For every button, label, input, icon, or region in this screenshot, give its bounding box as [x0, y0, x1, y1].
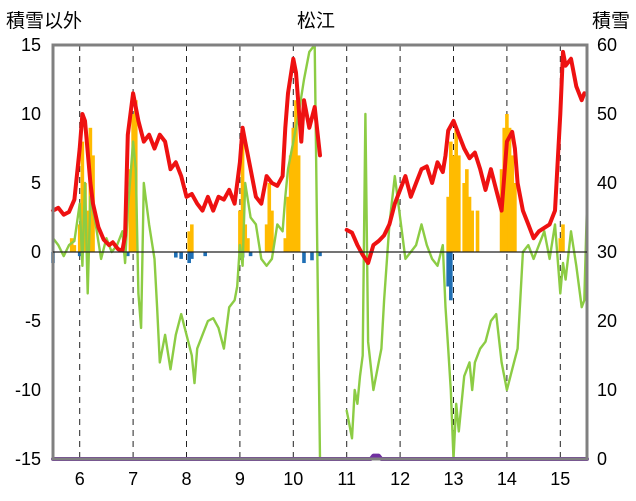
x-tick-label: 15: [550, 469, 570, 489]
orange-bars-bar: [451, 155, 456, 252]
orange-bars-bar: [77, 224, 82, 252]
orange-bars-bar: [131, 114, 135, 252]
orange-bars-bar: [128, 169, 133, 252]
right-tick-label: 60: [597, 35, 617, 55]
blue-bars-bar: [125, 252, 130, 257]
red-line-series: [51, 56, 322, 253]
orange-bars-bar: [449, 141, 453, 252]
orange-bars-bar: [475, 210, 480, 252]
orange-bars-bar: [470, 210, 474, 252]
orange-bars-bar: [240, 127, 245, 252]
blue-bars-bar: [449, 252, 453, 301]
x-tick-label: 11: [337, 469, 356, 489]
blue-bars-bar: [203, 252, 207, 257]
x-tick-label: 8: [181, 469, 191, 489]
orange-bars-bar: [187, 231, 191, 252]
orange-bars-bar: [270, 210, 274, 252]
orange-bars-bar: [264, 224, 269, 252]
blue-bars-bar: [174, 252, 178, 258]
orange-bars-bar: [291, 127, 296, 252]
green-line-series: [345, 112, 589, 461]
orange-bars-bar: [467, 196, 472, 252]
orange-bars-bar: [80, 141, 85, 252]
blue-bars-bar: [310, 252, 314, 261]
orange-bars-bar: [510, 155, 515, 252]
orange-bars-bar: [288, 155, 293, 252]
x-tick-label: 6: [75, 469, 85, 489]
green-line-series: [51, 43, 322, 461]
orange-bars-bar: [505, 114, 509, 252]
left-tick-label: -15: [15, 449, 41, 469]
orange-bars-bar: [246, 238, 250, 252]
x-tick-label: 9: [235, 469, 245, 489]
x-tick-label: 10: [283, 469, 303, 489]
red-line-series: [344, 49, 587, 265]
blue-bars-bar: [190, 252, 194, 259]
orange-bars-bar: [296, 155, 301, 252]
right-tick-label: 40: [597, 173, 617, 193]
left-tick-label: 15: [21, 35, 41, 55]
orange-bars-bar: [243, 224, 248, 252]
orange-bars-bar: [72, 245, 77, 252]
orange-bars-bar: [267, 183, 272, 252]
orange-bars-bar: [69, 238, 74, 252]
orange-bars-bar: [85, 210, 90, 252]
left-tick-label: 0: [31, 242, 41, 262]
blue-bars-bar: [318, 252, 322, 257]
orange-bars-bar: [294, 100, 298, 252]
blue-bars-bar: [248, 252, 253, 257]
right-tick-label: 50: [597, 104, 617, 124]
orange-bars-bar: [558, 238, 563, 252]
x-tick-label: 14: [497, 469, 517, 489]
orange-bars-bar: [286, 196, 290, 252]
blue-bars-bar: [302, 252, 306, 264]
left-axis-label: 積雪以外: [6, 10, 82, 32]
right-tick-label: 30: [597, 242, 617, 262]
left-tick-label: -5: [25, 311, 41, 331]
chart-title: 松江: [297, 10, 335, 32]
x-tick-label: 7: [128, 469, 138, 489]
right-tick-label: 20: [597, 311, 617, 331]
orange-bars-bar: [457, 155, 461, 252]
orange-bars-bar: [465, 169, 469, 252]
x-tick-label: 12: [390, 469, 410, 489]
left-tick-label: 5: [31, 173, 41, 193]
blue-bars-bar: [77, 252, 82, 257]
plot-frame: [51, 43, 589, 461]
orange-bars-bar: [561, 224, 565, 252]
orange-bars-bar: [190, 224, 194, 252]
blue-bars-bar: [187, 252, 191, 264]
right-axis-label: 積雪: [592, 10, 630, 32]
orange-bars-bar: [238, 210, 242, 252]
orange-bars-bar: [283, 238, 288, 252]
right-tick-label: 10: [597, 380, 617, 400]
orange-bars-bar: [507, 127, 512, 252]
right-tick-label: 0: [597, 449, 607, 469]
x-tick-label: 13: [443, 469, 463, 489]
orange-bars-bar: [454, 127, 458, 252]
blue-bars-bar: [446, 252, 450, 287]
orange-bars-bar: [446, 196, 450, 252]
left-tick-label: -10: [15, 380, 41, 400]
left-tick-label: 10: [21, 104, 41, 124]
orange-bars-bar: [513, 183, 517, 252]
orange-bars-bar: [462, 183, 466, 252]
blue-bars-bar: [179, 252, 183, 259]
